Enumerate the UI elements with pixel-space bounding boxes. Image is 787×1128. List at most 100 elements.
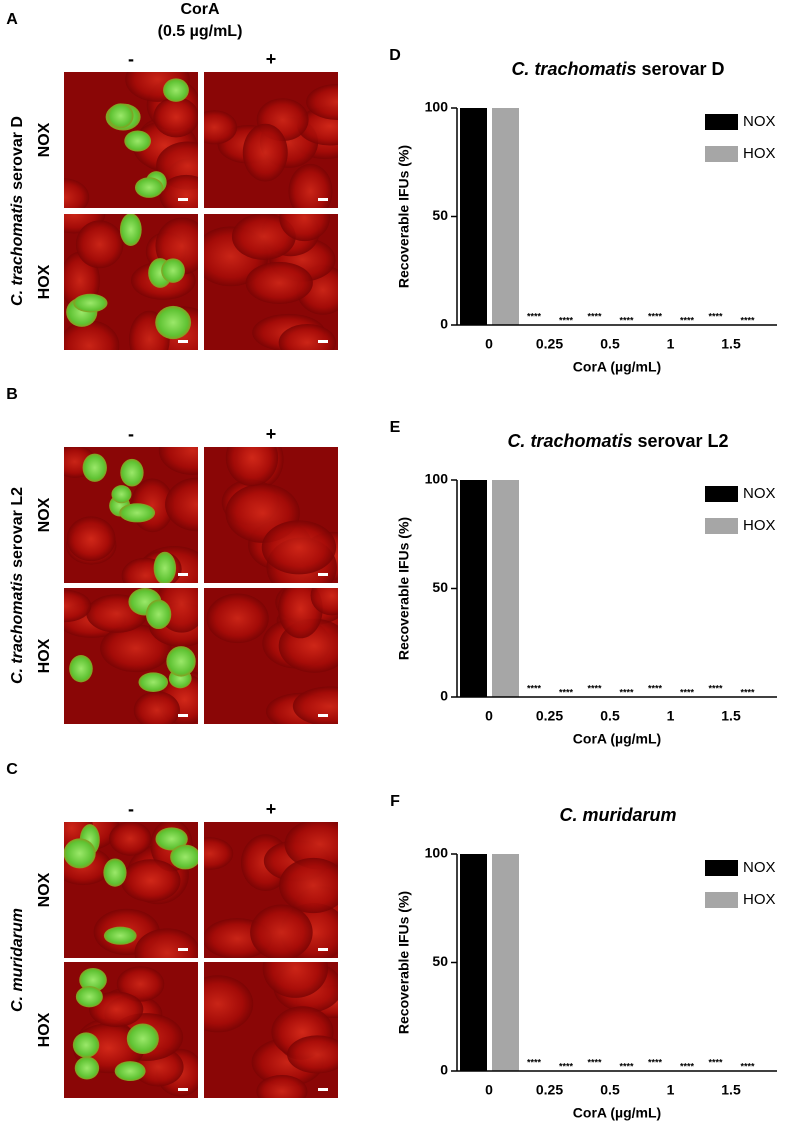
inclusion (74, 1056, 100, 1080)
legend-label: HOX (743, 517, 776, 534)
label: C. trachomatis serovar L2 (9, 487, 26, 684)
inclusion (119, 214, 142, 247)
bar (492, 480, 519, 697)
cell (109, 822, 152, 856)
significance-label: **** (648, 311, 663, 321)
legend-swatch (705, 518, 738, 534)
x-tick-label: 1 (667, 708, 675, 724)
micrograph-content (204, 214, 338, 350)
column-label: - (128, 49, 134, 69)
inclusion (170, 844, 198, 870)
micrograph-content (204, 447, 338, 583)
inclusion (134, 177, 164, 198)
inclusion (72, 1032, 100, 1058)
cell (116, 966, 165, 1002)
significance-label: **** (559, 687, 574, 697)
x-axis-label: CorA (µg/mL) (573, 731, 661, 747)
significance-label: **** (559, 315, 574, 325)
inclusion (114, 1061, 146, 1082)
micrograph-content (204, 962, 338, 1098)
cell (153, 97, 198, 138)
label-italic: C. trachomatis (511, 59, 636, 79)
significance-label: **** (527, 311, 542, 321)
micrograph (204, 588, 338, 724)
cell (288, 163, 333, 208)
x-tick-label: 0.25 (536, 1082, 563, 1098)
legend-label: HOX (743, 145, 776, 162)
significance-label: **** (708, 683, 723, 693)
column-label: - (128, 799, 134, 819)
legend-swatch (705, 892, 738, 908)
inclusion (103, 858, 127, 887)
x-tick-label: 0 (485, 708, 493, 724)
y-tick-label: 0 (440, 688, 448, 704)
micrograph (64, 447, 198, 583)
significance-label: **** (680, 687, 695, 697)
x-tick-label: 0.25 (536, 336, 563, 352)
scale-bar (318, 573, 328, 576)
micrograph (204, 822, 338, 958)
cell (88, 991, 144, 1027)
scale-bar (318, 948, 328, 951)
cell (204, 110, 238, 145)
row-label: HOX (36, 1012, 53, 1047)
legend-swatch (705, 486, 738, 502)
y-tick-label: 50 (432, 207, 448, 223)
significance-label: **** (740, 1061, 755, 1071)
column-label: + (266, 424, 277, 444)
label-roman: serovar L2 (9, 487, 26, 568)
bar (460, 108, 487, 325)
y-tick-label: 0 (440, 1062, 448, 1078)
micrograph (204, 214, 338, 350)
significance-label: **** (680, 315, 695, 325)
panel-letter: A (6, 11, 18, 28)
cell (66, 516, 116, 562)
significance-label: **** (619, 315, 634, 325)
label: C. trachomatis serovar D (9, 116, 26, 306)
x-axis-label: CorA (µg/mL) (573, 359, 661, 375)
cell (225, 447, 279, 487)
micrograph (204, 447, 338, 583)
y-tick-label: 100 (425, 845, 449, 861)
cell (204, 837, 234, 870)
micrograph (204, 962, 338, 1098)
legend-label: NOX (743, 859, 776, 876)
bar (460, 854, 487, 1071)
inclusion (145, 599, 172, 630)
y-tick-label: 100 (425, 99, 449, 115)
scale-bar (178, 948, 188, 951)
inclusion (75, 986, 103, 1008)
x-tick-label: 0.5 (600, 708, 620, 724)
label-italic: C. trachomatis (9, 195, 26, 306)
y-tick-label: 100 (425, 471, 449, 487)
cell (262, 962, 329, 998)
inclusion (120, 458, 144, 487)
cell (75, 220, 124, 269)
column-label: + (266, 799, 277, 819)
inclusion (124, 130, 152, 152)
column-label: - (128, 424, 134, 444)
cell (250, 904, 313, 958)
label-italic: C. muridarum (559, 805, 676, 825)
micrograph (204, 72, 338, 208)
micrograph-content (204, 588, 338, 724)
label: C. muridarum (559, 805, 676, 825)
header-line: CorA (180, 1, 220, 18)
cell (279, 214, 330, 242)
scale-bar (318, 340, 328, 343)
column-label: + (266, 49, 277, 69)
row-label: NOX (36, 872, 53, 907)
inclusion (69, 655, 93, 683)
significance-label: **** (740, 687, 755, 697)
cell (292, 686, 338, 724)
micrograph-content (64, 214, 198, 350)
legend-swatch (705, 114, 738, 130)
bar (460, 480, 487, 697)
micrograph-content (64, 588, 198, 724)
bar (492, 854, 519, 1071)
label-roman: serovar L2 (637, 431, 728, 451)
cell (64, 214, 106, 234)
significance-label: **** (587, 1057, 602, 1067)
cell (245, 261, 313, 304)
